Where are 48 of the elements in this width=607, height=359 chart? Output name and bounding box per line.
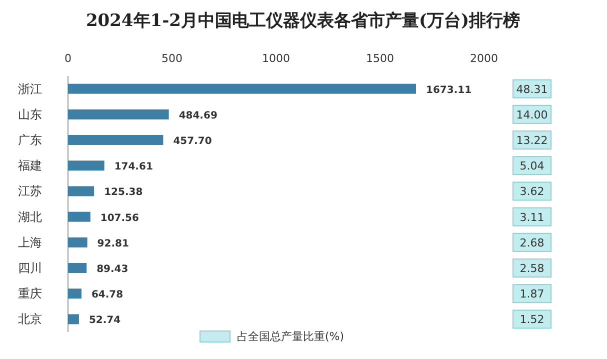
data-label: 107.56 xyxy=(100,212,140,224)
chart-title: 2024年1-2月中国电工仪器仪表各省市产量(万台)排行榜 xyxy=(86,11,520,31)
data-label: 3.11 xyxy=(520,210,544,224)
bar xyxy=(68,314,79,324)
y-tick-label: 江苏 xyxy=(18,184,42,198)
y-tick-label: 湖北 xyxy=(18,210,42,224)
data-label: 64.78 xyxy=(91,290,124,301)
data-label: 5.04 xyxy=(520,160,544,173)
x-tick-label: 0 xyxy=(64,52,72,65)
data-label: 1.87 xyxy=(520,288,544,301)
data-label: 174.61 xyxy=(114,162,153,173)
bar xyxy=(68,160,104,171)
data-label: 1673.11 xyxy=(426,84,472,96)
x-tick-label: 2000 xyxy=(470,52,498,65)
data-label: 13.22 xyxy=(516,134,548,147)
y-tick-label: 山东 xyxy=(18,107,42,122)
y-tick-label: 福建 xyxy=(18,158,42,173)
x-tick-label: 1000 xyxy=(262,52,290,65)
y-tick-label: 北京 xyxy=(18,312,42,326)
x-tick-label: 500 xyxy=(162,52,182,65)
data-label: 2.58 xyxy=(520,262,544,275)
legend: 占全国总产量比重(%) xyxy=(200,330,344,343)
data-label: 14.00 xyxy=(516,108,548,122)
bar xyxy=(68,212,90,222)
data-label: 48.31 xyxy=(516,82,548,96)
data-label: 1.52 xyxy=(520,313,544,326)
bar xyxy=(68,84,416,94)
data-label: 3.62 xyxy=(520,185,544,198)
data-label: 484.69 xyxy=(178,110,218,122)
bar xyxy=(68,186,94,196)
bar xyxy=(68,263,87,273)
data-label: 92.81 xyxy=(97,238,129,250)
data-label: 52.74 xyxy=(88,315,121,326)
bar xyxy=(68,288,82,299)
data-label: 89.43 xyxy=(96,264,128,275)
data-label: 457.70 xyxy=(173,136,212,147)
bar xyxy=(68,237,88,248)
y-tick-label: 重庆 xyxy=(18,286,42,301)
y-tick-label: 广东 xyxy=(18,133,42,147)
legend-label: 占全国总产量比重(%) xyxy=(237,330,344,343)
bar xyxy=(68,109,169,120)
y-tick-label: 上海 xyxy=(18,235,42,250)
y-tick-label: 四川 xyxy=(18,261,42,275)
data-label: 2.68 xyxy=(520,236,544,250)
x-tick-label: 1500 xyxy=(366,52,394,65)
bar xyxy=(68,135,164,145)
data-label: 125.38 xyxy=(104,187,143,198)
y-tick-label: 浙江 xyxy=(18,82,42,96)
